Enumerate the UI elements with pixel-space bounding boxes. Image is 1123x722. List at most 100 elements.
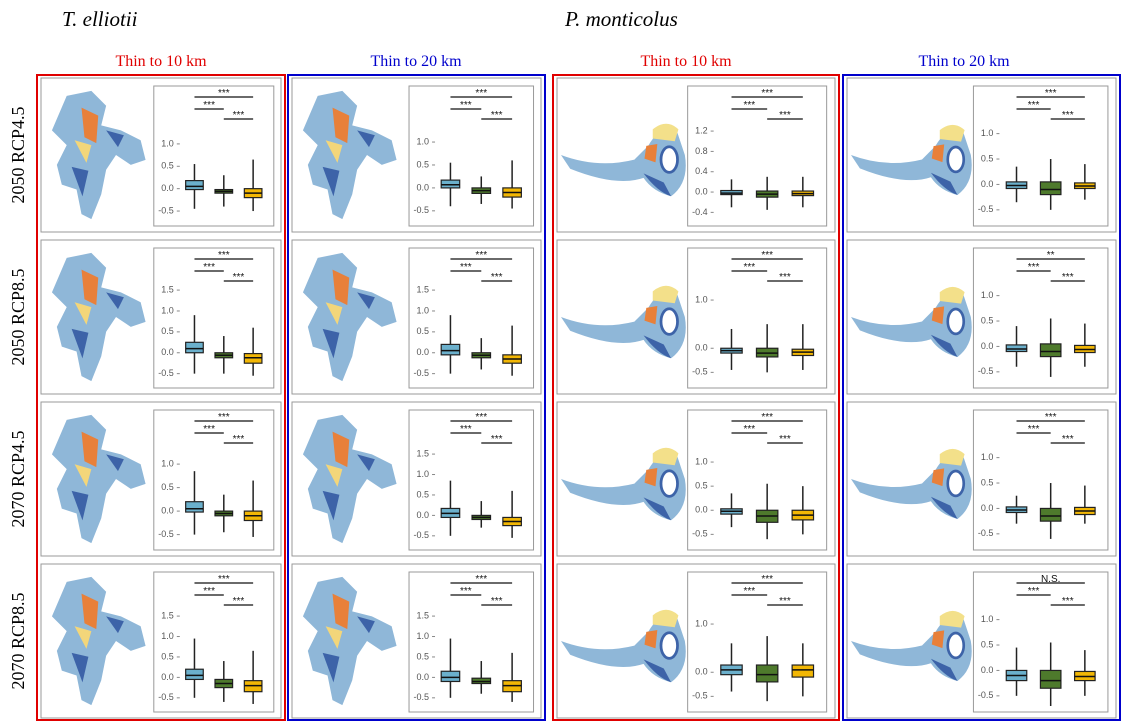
y-tick-label: 1.5: [161, 610, 174, 620]
y-tick-label: -0.5: [414, 530, 430, 540]
significance-label: ***: [1028, 262, 1040, 273]
y-tick-label: 0.5: [981, 315, 994, 325]
y-tick-label: 0.0: [417, 672, 430, 682]
y-tick-label: 1.0: [161, 458, 174, 468]
significance-label: ***: [233, 596, 245, 607]
map-ring: [948, 633, 964, 658]
significance-label: ***: [1062, 434, 1074, 445]
y-tick-label: 0.5: [417, 159, 430, 169]
y-tick-label: 0.0: [417, 182, 430, 192]
column-header: Thin to 20 km: [370, 53, 462, 70]
significance-label: ***: [475, 250, 487, 261]
y-tick-label: 1.0: [417, 305, 430, 315]
y-tick-label: 0.0: [417, 347, 430, 357]
y-tick-label: 0.5: [981, 639, 994, 649]
y-tick-label: 0.0: [981, 665, 994, 675]
y-tick-label: 0.5: [695, 481, 708, 491]
significance-label: ***: [1045, 412, 1057, 423]
y-tick-label: 1.5: [417, 284, 430, 294]
map-ring: [948, 147, 964, 172]
significance-label: ***: [491, 596, 503, 607]
significance-label: ***: [203, 586, 215, 597]
y-tick-label: 0.0: [161, 505, 174, 515]
y-tick-label: -0.5: [692, 367, 708, 377]
box: [186, 502, 204, 512]
significance-label: ***: [233, 272, 245, 283]
map-ring: [661, 147, 678, 173]
y-tick-label: 1.0: [981, 290, 994, 300]
significance-label: ***: [218, 88, 230, 99]
y-tick-label: 0.0: [695, 667, 708, 677]
map-ring: [948, 471, 964, 496]
significance-label: ***: [779, 596, 791, 607]
significance-label: ***: [1028, 586, 1040, 597]
y-tick-label: 1.0: [981, 452, 994, 462]
y-tick-label: -0.5: [414, 692, 430, 702]
y-tick-label: 1.5: [417, 448, 430, 458]
y-tick-label: 1.0: [981, 614, 994, 624]
box: [1040, 670, 1061, 688]
y-tick-label: 0.4: [695, 166, 708, 176]
significance-label: ***: [761, 250, 773, 261]
significance-label: ***: [743, 262, 755, 273]
y-tick-label: -0.5: [978, 690, 994, 700]
y-tick-label: -0.5: [978, 528, 994, 538]
y-tick-label: 0.0: [981, 503, 994, 513]
y-tick-label: -0.5: [158, 205, 174, 215]
y-tick-label: 0.0: [417, 510, 430, 520]
chart-box: [688, 572, 827, 712]
map-ring: [661, 471, 678, 497]
y-tick-label: -0.5: [158, 368, 174, 378]
significance-label: ***: [1045, 88, 1057, 99]
significance-label: ***: [491, 434, 503, 445]
significance-label: ***: [233, 110, 245, 121]
y-tick-label: 0.5: [161, 482, 174, 492]
box: [1006, 345, 1027, 352]
significance-label: N.S.: [1041, 574, 1060, 585]
y-tick-label: 1.0: [417, 631, 430, 641]
species-label: P. monticolus: [564, 7, 678, 31]
map-ring: [661, 309, 678, 335]
y-tick-label: 0.0: [981, 341, 994, 351]
chart-box: [973, 86, 1107, 226]
significance-label: ***: [1062, 272, 1074, 283]
significance-label: ***: [460, 586, 472, 597]
column-header: Thin to 10 km: [640, 53, 732, 70]
significance-label: ***: [761, 88, 773, 99]
y-tick-label: 0.5: [981, 153, 994, 163]
y-tick-label: 0.5: [161, 651, 174, 661]
box: [186, 342, 204, 352]
y-tick-label: 1.2: [695, 125, 708, 135]
significance-label: ***: [743, 586, 755, 597]
significance-label: ***: [218, 574, 230, 585]
row-label: 2070 RCP8.5: [8, 592, 28, 689]
significance-label: ***: [779, 434, 791, 445]
row-label: 2050 RCP8.5: [8, 268, 28, 365]
chart-box: [973, 248, 1107, 388]
y-tick-label: 1.5: [161, 284, 174, 294]
chart-box: [688, 86, 827, 226]
significance-label: ***: [779, 272, 791, 283]
y-tick-label: 1.5: [417, 610, 430, 620]
y-tick-label: 0.5: [417, 651, 430, 661]
significance-label: ***: [460, 100, 472, 111]
y-tick-label: 1.0: [695, 618, 708, 628]
y-tick-label: -0.5: [978, 204, 994, 214]
significance-label: ***: [203, 424, 215, 435]
significance-label: ***: [218, 250, 230, 261]
column-header: Thin to 20 km: [918, 53, 1010, 70]
y-tick-label: 1.0: [695, 456, 708, 466]
significance-label: ***: [779, 110, 791, 121]
y-tick-label: 1.0: [417, 136, 430, 146]
y-tick-label: 0.5: [161, 161, 174, 171]
box: [756, 665, 777, 682]
box: [792, 665, 813, 677]
y-tick-label: 1.0: [161, 305, 174, 315]
y-tick-label: 0.0: [695, 505, 708, 515]
significance-label: ***: [743, 100, 755, 111]
species-label: T. elliotii: [62, 7, 138, 31]
significance-label: ***: [761, 412, 773, 423]
y-tick-label: -0.5: [158, 692, 174, 702]
significance-label: ***: [475, 88, 487, 99]
significance-label: ***: [1028, 424, 1040, 435]
